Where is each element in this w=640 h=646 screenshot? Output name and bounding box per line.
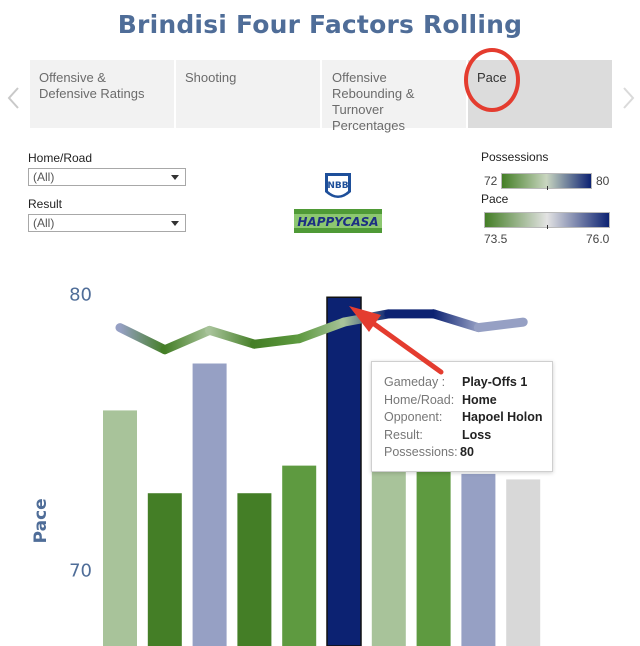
logo-top-text: NBB — [327, 181, 348, 191]
bar-G1[interactable] — [103, 410, 137, 646]
bar-G2[interactable] — [147, 493, 182, 646]
tab-offensive-defensive-ratings[interactable]: Offensive & Defensive Ratings — [30, 60, 176, 128]
game-tooltip: Gameday : Play-Offs 1 Home/Road: Home Op… — [371, 361, 553, 472]
tooltip-value: Play-Offs 1 — [462, 375, 528, 389]
pace-legend-min: 73.5 — [484, 232, 508, 246]
home-road-filter[interactable]: (All) — [28, 168, 186, 186]
pace-legend-gradient — [484, 212, 610, 229]
y-axis-title: Pace — [31, 498, 51, 543]
tooltip-key: Opponent: — [384, 410, 443, 425]
y-tick-label: 80 — [69, 285, 92, 306]
home-road-filter-label: Home/Road — [28, 151, 93, 165]
bar-G6[interactable] — [327, 297, 361, 646]
line-segment-3 — [205, 325, 259, 349]
result-filter-value: (All) — [33, 216, 55, 230]
y-tick-label: 70 — [69, 561, 92, 582]
tab-shooting[interactable]: Shooting — [176, 60, 322, 128]
home-road-filter-value: (All) — [33, 170, 55, 184]
logo-bottom-text: HAPPYCASA — [297, 215, 378, 229]
tooltip-value: 80 — [460, 445, 474, 460]
result-filter-label: Result — [28, 197, 63, 211]
line-segment-5 — [294, 317, 349, 344]
tooltip-key: Home/Road: — [384, 392, 455, 407]
line-segment-4 — [249, 334, 304, 349]
pace-legend-title: Pace — [481, 192, 509, 206]
possessions-legend-min: 72 — [484, 174, 498, 188]
tooltip-value: Loss — [462, 427, 492, 442]
tooltip-row-home-road: Home/Road: Home — [384, 392, 552, 410]
bar-G7[interactable] — [371, 460, 406, 646]
line-segment-8 — [429, 309, 483, 333]
dashboard-title: Brindisi Four Factors Rolling — [117, 10, 523, 39]
line-segment-1 — [115, 323, 170, 355]
chevron-down-icon — [171, 221, 179, 226]
bar-G5[interactable] — [282, 465, 317, 646]
tooltip-key: Gameday : — [384, 375, 446, 389]
tooltip-row-possessions: Possessions: 80 — [384, 444, 552, 462]
line-segment-2 — [160, 325, 215, 355]
result-filter[interactable]: (All) — [28, 214, 186, 232]
pace-chart: 70 80 Pace — [31, 285, 541, 646]
tab-strip: Offensive & Defensive Ratings Shooting O… — [30, 60, 612, 133]
annotation-circle — [464, 48, 520, 112]
pace-legend-max: 76.0 — [586, 232, 610, 246]
possessions-legend-gradient — [501, 173, 592, 190]
line-segment-9 — [473, 317, 528, 333]
prev-arrow-icon[interactable] — [6, 86, 20, 110]
bar-G3[interactable] — [192, 363, 227, 646]
annotation-arrow — [367, 318, 444, 375]
possessions-legend-max: 80 — [596, 174, 610, 188]
tooltip-value: Hapoel Holon — [462, 410, 543, 425]
tab-oreb-turnover[interactable]: Offensive Rebounding & Turnover Percenta… — [322, 60, 468, 133]
tooltip-row-opponent: Opponent: Hapoel Holon — [384, 409, 552, 427]
bar-G8[interactable] — [416, 465, 451, 646]
bar-G4[interactable] — [237, 493, 272, 646]
bar-G10[interactable] — [506, 479, 541, 646]
tooltip-key: Possessions: — [384, 445, 458, 460]
annotation-arrowhead — [349, 306, 381, 332]
bar-G9[interactable] — [461, 473, 496, 646]
next-arrow-icon[interactable] — [622, 86, 636, 110]
tooltip-key: Result: — [384, 427, 423, 442]
tooltip-row-result: Result: Loss — [384, 427, 552, 445]
tooltip-value: Home — [462, 392, 497, 407]
possessions-legend-title: Possessions — [481, 150, 549, 164]
tooltip-row-gameday: Gameday : Play-Offs 1 — [384, 374, 552, 392]
team-logo: NBB HAPPYCASA — [290, 170, 386, 236]
chevron-down-icon — [171, 175, 179, 180]
